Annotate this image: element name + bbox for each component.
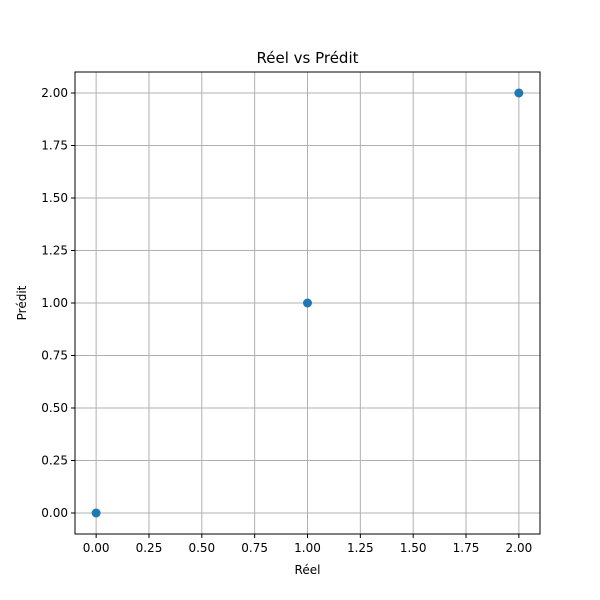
y-tick-label: 0.25 bbox=[41, 454, 68, 468]
y-tick-label: 0.50 bbox=[41, 401, 68, 415]
scatter-point bbox=[91, 508, 101, 518]
y-axis-ticks: 0.00 0.25 0.50 0.75 1.00 1.25 1.50 1.75 2.00 bbox=[41, 86, 75, 520]
y-tick-label: 0.00 bbox=[41, 506, 68, 520]
x-axis-label: Réel bbox=[295, 563, 321, 577]
x-axis-ticks: 0.00 0.25 0.50 0.75 1.00 1.25 1.50 1.75 2.00 bbox=[83, 534, 532, 555]
x-tick-label: 1.50 bbox=[400, 541, 427, 555]
y-axis-label: Prédit bbox=[15, 285, 29, 320]
y-tick-label: 1.50 bbox=[41, 191, 68, 205]
x-tick-label: 0.75 bbox=[241, 541, 268, 555]
x-tick-label: 0.00 bbox=[83, 541, 110, 555]
x-tick-label: 1.25 bbox=[347, 541, 374, 555]
x-tick-label: 0.50 bbox=[188, 541, 215, 555]
points-layer bbox=[91, 88, 524, 518]
chart-title: Réel vs Prédit bbox=[256, 49, 358, 67]
y-tick-label: 1.75 bbox=[41, 139, 68, 153]
y-tick-label: 2.00 bbox=[41, 86, 68, 100]
scatter-point bbox=[514, 88, 524, 98]
scatter-point bbox=[303, 298, 312, 308]
x-tick-label: 1.75 bbox=[453, 541, 480, 555]
x-tick-label: 1.00 bbox=[294, 541, 321, 555]
x-tick-label: 0.25 bbox=[136, 541, 163, 555]
x-tick-label: 2.00 bbox=[506, 541, 533, 555]
y-tick-label: 1.00 bbox=[41, 296, 68, 310]
y-tick-label: 1.25 bbox=[41, 244, 68, 258]
y-tick-label: 0.75 bbox=[41, 349, 68, 363]
